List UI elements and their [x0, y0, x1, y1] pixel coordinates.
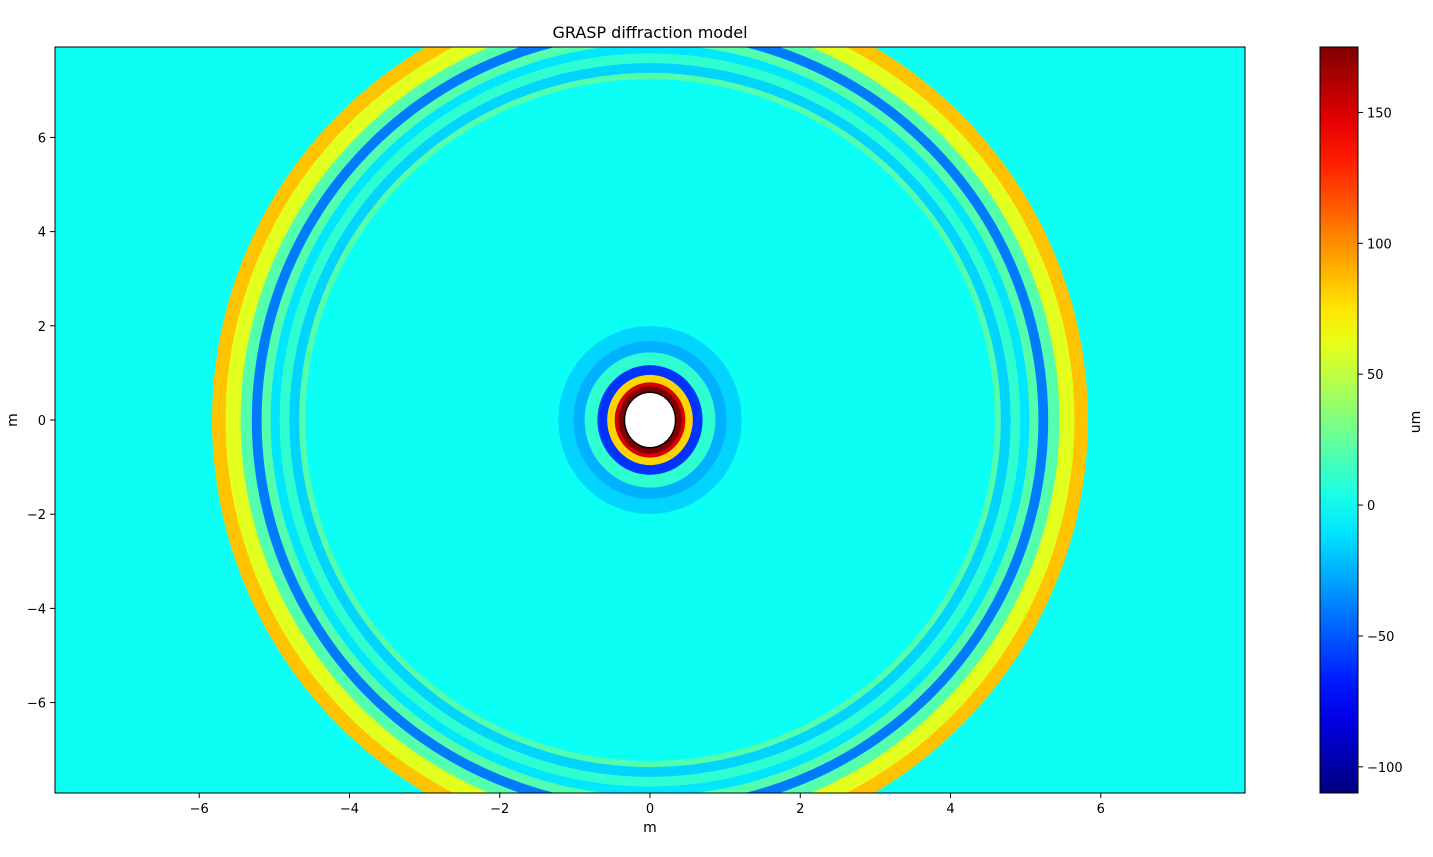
colorbar-tick-label: −100 [1367, 761, 1403, 776]
colorbar-ticks: −100 −50 0 50 100 150 [1358, 106, 1403, 776]
colorbar-tick-label: −50 [1367, 630, 1394, 645]
colorbar-gradient [1319, 46, 1359, 794]
inner-ring-hole [625, 392, 675, 448]
x-axis-label: m [643, 820, 657, 836]
x-tick-label: −6 [190, 802, 209, 817]
y-axis-label: m [5, 413, 21, 427]
y-tick-label: −4 [27, 602, 46, 617]
x-tick-label: 4 [946, 802, 954, 817]
y-tick-label: 4 [38, 226, 46, 241]
y-axis: −6 −4 −2 0 2 4 6 [27, 131, 55, 712]
x-tick-label: 2 [796, 802, 804, 817]
y-tick-label: 6 [38, 131, 46, 146]
x-tick-label: −4 [340, 802, 359, 817]
colorbar-tick-label: 0 [1367, 499, 1375, 514]
y-tick-label: −2 [27, 508, 46, 523]
colorbar-tick-label: 100 [1367, 237, 1392, 252]
x-tick-label: −2 [490, 802, 509, 817]
heatmap-plot-area [54, 46, 1246, 794]
y-tick-label: 2 [38, 320, 46, 335]
heatmap-layer [55, 47, 1245, 793]
chart-title: GRASP diffraction model [552, 23, 747, 42]
y-tick-label: −6 [27, 697, 46, 712]
x-tick-label: 6 [1097, 802, 1105, 817]
x-axis: −6 −4 −2 0 2 4 6 [190, 793, 1105, 817]
x-tick-label: 0 [646, 802, 654, 817]
colorbar-label: um [1408, 411, 1424, 434]
colorbar: −100 −50 0 50 100 150 um [1319, 46, 1424, 794]
colorbar-tick-label: 50 [1367, 368, 1384, 383]
y-tick-label: 0 [38, 414, 46, 429]
colorbar-tick-label: 150 [1367, 106, 1392, 121]
